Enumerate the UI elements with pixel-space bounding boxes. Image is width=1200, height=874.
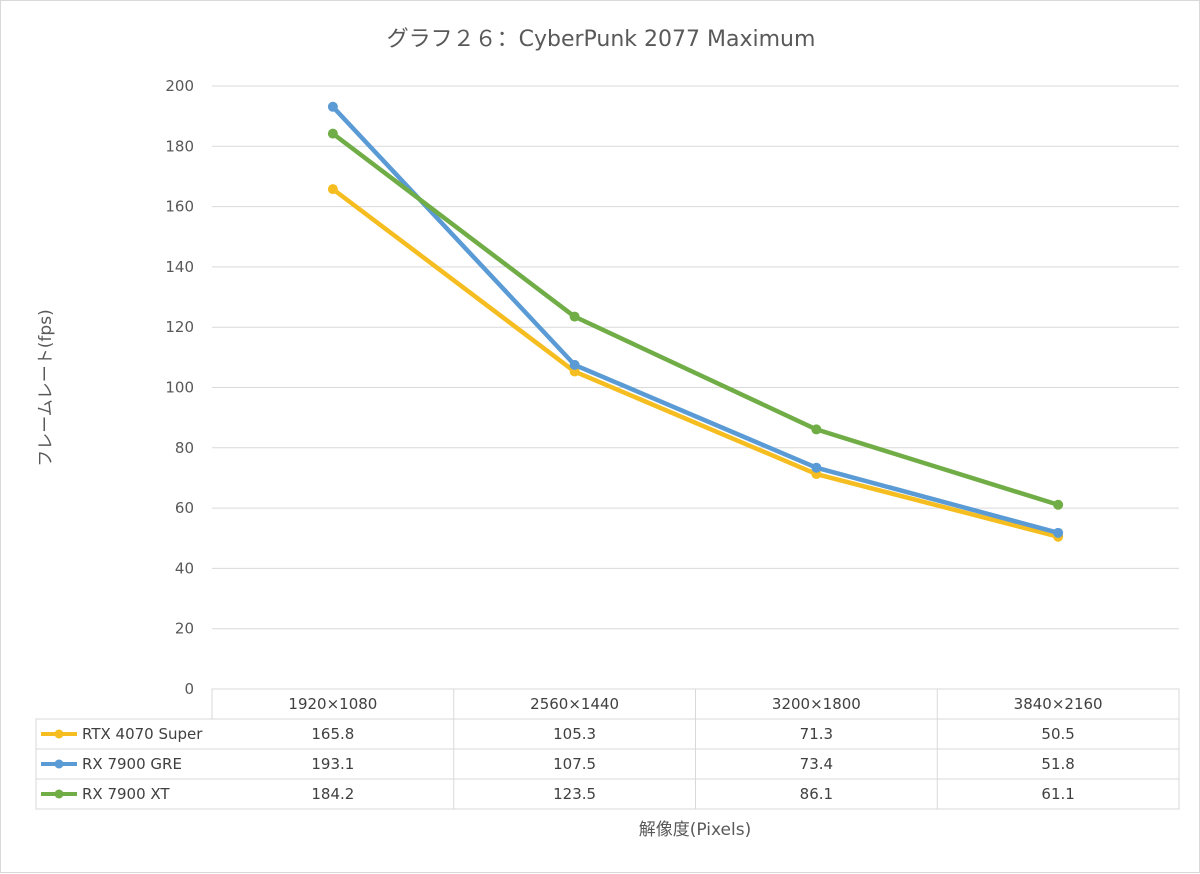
y-tick-label: 120: [165, 318, 194, 336]
y-tick-label: 0: [184, 680, 194, 698]
table-value-cell: 193.1: [311, 755, 354, 773]
table-value-cell: 165.8: [311, 725, 354, 743]
table-body: [35, 718, 1180, 810]
x-category-label: 2560×1440: [530, 695, 619, 713]
y-axis-title: フレームレート(fps): [36, 309, 56, 466]
data-point: [569, 359, 580, 370]
y-tick-label: 180: [165, 137, 194, 155]
table-value-cell: 184.2: [311, 785, 354, 803]
data-point: [327, 184, 338, 195]
table-value-cell: 105.3: [553, 725, 596, 743]
table-value-cell: 51.8: [1041, 755, 1074, 773]
x-category-label: 1920×1080: [288, 695, 377, 713]
legend-series-name: RTX 4070 Super: [82, 725, 203, 743]
data-point: [327, 128, 338, 139]
data-table: 1920×1080 2560×1440 3200×1800 3840×2160 RTX …: [35, 688, 1180, 810]
data-point: [811, 462, 822, 473]
y-tick-label: 100: [165, 379, 194, 397]
gridlines: [212, 85, 1179, 630]
legend-swatch-marker: [54, 729, 64, 739]
table-value-cell: 86.1: [800, 785, 833, 803]
y-tick-label: 200: [165, 77, 194, 95]
table-value-cell: 61.1: [1041, 785, 1074, 803]
table-value-cell: 50.5: [1041, 725, 1074, 743]
legend-series-name: RX 7900 GRE: [82, 755, 182, 773]
legend-swatch-marker: [54, 789, 64, 799]
x-category-label: 3200×1800: [772, 695, 861, 713]
table-value-cell: 123.5: [553, 785, 596, 803]
series-lines: [327, 101, 1064, 542]
y-axis-ticks: 0 20 40 60 80 100 120 140 160 180 200: [165, 77, 194, 698]
series-line: [330, 186, 1061, 539]
x-axis-title: 解像度(Pixels): [639, 820, 751, 840]
table-value-cell: 107.5: [553, 755, 596, 773]
legend-swatch-marker: [54, 759, 64, 769]
legend-series-name: RX 7900 XT: [82, 785, 170, 803]
data-point: [1053, 499, 1064, 510]
data-point: [569, 311, 580, 322]
y-tick-label: 80: [175, 439, 194, 457]
y-tick-label: 60: [175, 499, 194, 517]
table-value-cell: 71.3: [800, 725, 833, 743]
x-category-label: 3840×2160: [1014, 695, 1103, 713]
y-tick-label: 160: [165, 198, 194, 216]
chart-title: グラフ２６：CyberPunk 2077 Maximum: [387, 27, 816, 52]
table-value-cell: 73.4: [800, 755, 833, 773]
series-line: [330, 104, 1061, 536]
data-point: [327, 101, 338, 112]
y-tick-label: 20: [175, 620, 194, 638]
series-line: [330, 131, 1061, 508]
data-point: [1053, 527, 1064, 538]
y-tick-label: 40: [175, 559, 194, 577]
data-point: [811, 424, 822, 435]
y-tick-label: 140: [165, 258, 194, 276]
